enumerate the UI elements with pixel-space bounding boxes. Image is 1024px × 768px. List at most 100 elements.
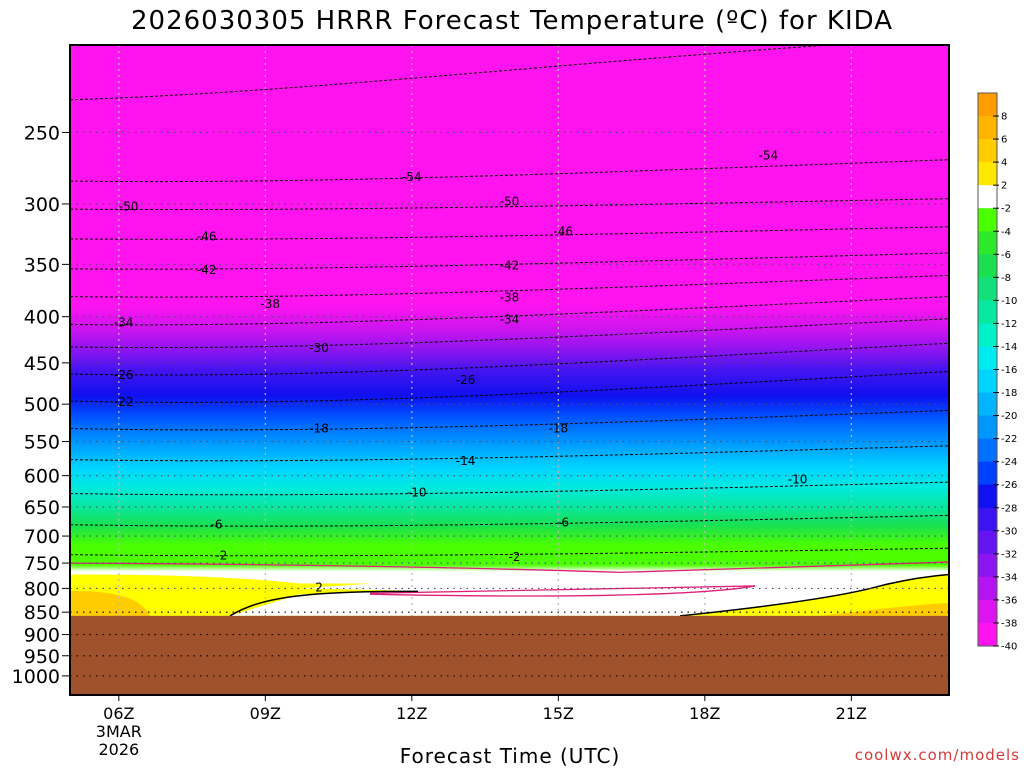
contour-label-8: -38 [260, 297, 280, 311]
colorbar-label-8: -10 [1001, 296, 1017, 307]
colorbar-label-6: -6 [1001, 250, 1011, 261]
isotherm-line-13 [70, 514, 949, 527]
contour-label-25: 2 [315, 580, 323, 594]
x-tick-label-21Z: 21Z [836, 704, 867, 723]
colorbar-label-1: 6 [1001, 135, 1007, 146]
contour-label-13: -26 [114, 368, 134, 382]
colorbar-label-22: -38 [1001, 618, 1017, 629]
colorbar-swatch-22 [978, 599, 997, 624]
colorbar-label-3: 2 [1001, 181, 1007, 192]
contour-label-3: -50 [500, 194, 520, 208]
colorbar-swatch-20 [978, 553, 997, 578]
colorbar-swatch-12 [978, 369, 997, 394]
colorbar-swatch-2 [978, 139, 997, 163]
colorbar-label-16: -26 [1001, 480, 1017, 491]
y-tick-label-550: 550 [24, 432, 60, 454]
isotherm-line-3 [70, 226, 949, 240]
contour-label-10: -34 [114, 316, 134, 330]
y-tick-label-850: 850 [24, 602, 60, 624]
y-tick-label-600: 600 [24, 466, 60, 488]
ground-terrain [70, 615, 949, 695]
chart-title: 2026030305 HRRR Forecast Temperature (ºC… [131, 6, 893, 36]
contour-label-9: -38 [500, 291, 520, 305]
contour-label-14: -26 [456, 373, 476, 387]
colorbar-swatch-13 [978, 392, 997, 417]
contour-label-6: -42 [197, 263, 217, 277]
contour-label-18: -14 [456, 454, 476, 468]
y-tick-label-350: 350 [24, 254, 60, 276]
colorbar-label-0: 8 [1001, 112, 1007, 123]
colorbar-swatch-21 [978, 576, 997, 601]
colorbar-swatch-6 [978, 231, 997, 255]
y-tick-label-250: 250 [24, 122, 60, 144]
x-tick-label-06Z: 06Z [103, 704, 134, 723]
isotherm-line-14 [70, 547, 949, 557]
y-tick-label-950: 950 [24, 646, 60, 668]
isotherm-line-6 [70, 296, 949, 326]
colorbar-swatch-10 [978, 323, 997, 347]
zero-line-upper [70, 561, 949, 574]
colorbar-swatch-1 [978, 116, 997, 140]
y-tick-label-650: 650 [24, 497, 60, 519]
contour-label-21: -6 [211, 518, 223, 532]
colorbar-swatch-3 [978, 162, 997, 186]
isotherm-line-8 [70, 342, 949, 376]
colorbar-label-23: -40 [1001, 642, 1017, 653]
colorbar-label-7: -8 [1001, 273, 1011, 284]
warm-layer-left [70, 574, 418, 616]
colorbar-label-2: 4 [1001, 158, 1007, 169]
colorbar-label-10: -14 [1001, 342, 1017, 353]
colorbar-label-17: -28 [1001, 503, 1017, 514]
y-tick-label-700: 700 [24, 526, 60, 548]
contour-label-24: -2 [508, 550, 520, 564]
colorbar-label-11: -16 [1001, 365, 1017, 376]
contour-label-5: -46 [553, 225, 573, 239]
two-degree-line-right [679, 573, 949, 617]
isotherm-line-10 [70, 409, 949, 431]
y-tick-label-750: 750 [24, 553, 60, 575]
colorbar-label-4: -2 [1001, 204, 1011, 215]
contour-label-23: -2 [215, 549, 227, 563]
contour-label-20: -10 [788, 473, 808, 487]
isotherm-line-5 [70, 274, 949, 298]
isotherm-line-11 [70, 445, 949, 462]
y-tick-label-400: 400 [24, 307, 60, 329]
contour-label-11: -34 [500, 313, 520, 327]
x-date-label-1: 2026 [98, 740, 139, 759]
colorbar-swatch-14 [978, 415, 997, 440]
colorbar-swatch-0 [978, 93, 997, 117]
colorbar-swatch-9 [978, 300, 997, 324]
contour-label-12: -30 [309, 341, 329, 355]
source-credit[interactable]: coolwx.com/models [854, 746, 1020, 764]
colorbar-swatch-19 [978, 530, 997, 555]
contour-label-16: -18 [309, 421, 329, 435]
x-axis-label: Forecast Time (UTC) [399, 744, 621, 768]
isotherm-line-2 [70, 198, 949, 211]
isotherm-line-4 [70, 252, 949, 270]
colorbar-swatch-4 [978, 185, 997, 209]
isotherm-line-12 [70, 481, 949, 496]
x-tick-label-15Z: 15Z [543, 704, 574, 723]
x-tick-label-09Z: 09Z [250, 704, 281, 723]
colorbar-label-14: -22 [1001, 434, 1017, 445]
y-tick-label-500: 500 [24, 394, 60, 416]
colorbar-swatch-23 [978, 622, 997, 647]
colorbar-swatch-17 [978, 484, 997, 509]
zero-line-lower [369, 585, 756, 597]
colorbar-label-20: -34 [1001, 572, 1017, 583]
warm-layer-right [680, 574, 949, 616]
contour-label-19: -10 [407, 485, 427, 499]
contour-label-1: -54 [759, 148, 779, 162]
colorbar-label-12: -18 [1001, 388, 1017, 399]
colorbar-swatch-8 [978, 277, 997, 301]
contour-label-4: -46 [197, 230, 217, 244]
y-tick-label-450: 450 [24, 353, 60, 375]
colorbar-swatch-18 [978, 507, 997, 532]
isotherm-line-7 [70, 318, 949, 349]
two-degree-line-left [229, 590, 419, 617]
x-date-label-0: 3MAR [96, 722, 142, 741]
y-tick-label-900: 900 [24, 625, 60, 647]
colorbar-label-18: -30 [1001, 526, 1017, 537]
y-tick-label-1000: 1000 [12, 666, 60, 688]
